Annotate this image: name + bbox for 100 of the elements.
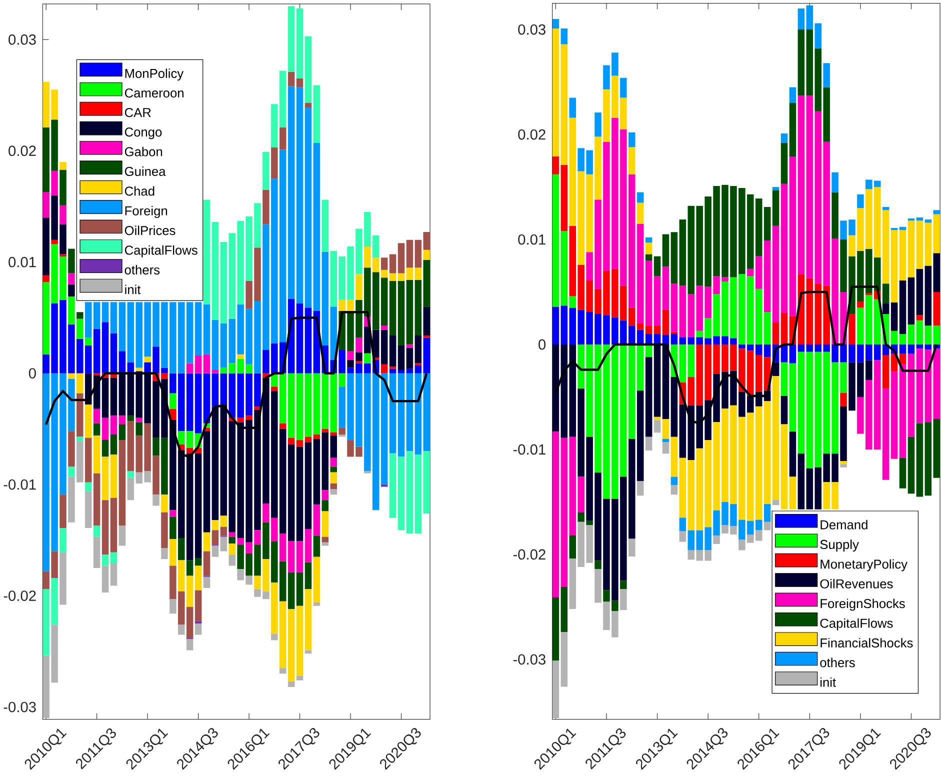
y-tick-label: 0.01 [8,256,36,268]
bar [161,548,168,560]
bar [110,498,118,552]
bar [414,268,422,280]
bar [228,554,236,566]
bar [780,362,788,396]
bar [764,206,771,241]
bar [60,254,66,257]
bar [296,303,304,374]
bar [322,536,329,542]
bar [857,301,864,308]
bar [220,516,228,527]
bar [398,456,405,530]
bar [389,254,396,274]
bar [118,351,126,374]
bar [398,346,405,370]
bar [764,401,771,504]
bar [823,63,830,88]
bar [645,357,652,437]
bar [406,280,414,344]
bar [304,589,312,650]
bar [628,538,636,557]
bar [654,344,661,417]
bar [330,472,337,484]
bar [170,599,176,614]
bar [772,187,780,190]
bar [313,85,320,144]
bar [304,102,312,108]
bar [110,454,118,498]
bar [203,200,210,304]
bar [110,564,118,586]
y-tick-label: 0.02 [8,146,36,156]
legend-label: OilPrices [124,226,176,236]
bar [110,416,118,434]
bar [645,242,652,254]
bar [102,440,109,457]
bar [76,436,84,442]
bar [670,284,678,332]
bar [552,19,560,28]
bar [772,500,780,506]
bar [398,370,405,374]
bar [662,442,670,454]
y-tick-label: -0.01 [4,479,36,490]
legend-label: OilRevenues [820,578,893,588]
bar [636,202,644,224]
bar [304,107,312,308]
bar [899,364,906,458]
bar [916,320,924,344]
y-tick-label: 0.03 [8,34,36,45]
bar [423,306,430,336]
bar [560,632,568,687]
bar [304,308,312,374]
bar [840,464,847,468]
bar [916,344,924,349]
bar [832,192,838,238]
bar [228,544,236,555]
bar [127,471,134,478]
bar [780,133,788,143]
bar [789,432,796,477]
bar [406,240,414,268]
bar [304,562,312,590]
legend-label: Chad [124,186,154,196]
bar [670,377,678,437]
bar [110,333,118,374]
legend-label: CapitalFlows [124,245,198,258]
bar [170,510,176,517]
legend-label: MonPolicy [125,68,184,81]
bar [102,322,109,374]
bar [780,312,788,344]
bar [916,220,924,269]
bar [212,370,219,374]
bar [916,315,924,320]
y-tick-label: -0.03 [4,702,36,712]
bar [890,372,898,459]
bar [620,580,627,590]
bar [296,572,304,606]
bar [136,422,142,436]
bar [908,436,915,494]
bar [51,240,58,244]
bar [68,273,75,284]
bar [304,36,312,103]
bar [60,162,66,170]
bar [780,424,788,510]
legend-label: CAR [124,108,151,118]
bar [330,489,337,495]
bar [212,373,219,407]
bar [118,302,126,352]
bar [110,552,118,564]
bar [102,554,109,566]
bar [772,226,780,322]
legend-label: init [125,284,141,294]
bar [662,266,670,310]
bar [789,344,796,364]
bar [398,243,405,274]
bar [296,541,304,572]
bar [296,676,304,680]
bar [60,552,66,605]
bar [406,373,414,452]
bar [772,322,780,344]
bar [798,454,805,510]
